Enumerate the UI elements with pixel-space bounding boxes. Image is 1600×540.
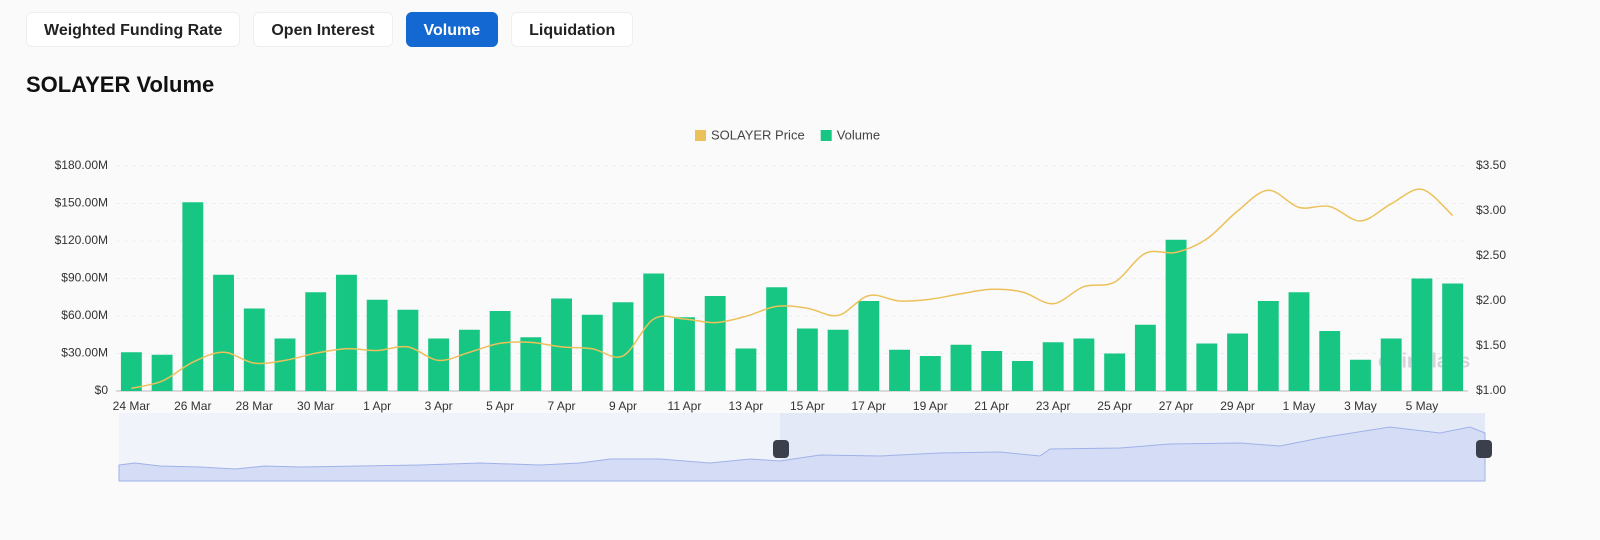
y2-tick-label: $1.50 [1476, 338, 1506, 352]
bar [827, 329, 849, 391]
y2-tick-label: $2.50 [1476, 248, 1506, 262]
bar [1442, 283, 1464, 391]
bar [1012, 361, 1033, 391]
legend-label: Volume [837, 127, 880, 142]
tab[interactable]: Volume [405, 12, 499, 47]
x-tick-label: 5 May [1406, 399, 1439, 413]
heading: SOLAYER Volume [26, 72, 215, 97]
x-tick-label: 25 Apr [1097, 399, 1132, 413]
bar [796, 328, 818, 391]
y2-tick-label: $3.50 [1476, 158, 1506, 172]
bar [950, 344, 972, 391]
bar [305, 292, 327, 391]
zoom-handle[interactable] [1476, 440, 1492, 458]
zoom-handle[interactable] [773, 440, 789, 458]
bar [336, 274, 357, 391]
bar [674, 317, 695, 391]
bar [981, 351, 1003, 391]
x-tick-label: 1 Apr [363, 399, 391, 413]
bar [1165, 239, 1187, 391]
x-tick-label: 29 Apr [1220, 399, 1255, 413]
bar [243, 308, 265, 391]
bar [858, 301, 880, 391]
y2-tick-label: $1.00 [1476, 383, 1506, 397]
y2-tick-label: $3.00 [1476, 203, 1506, 217]
tab[interactable]: Weighted Funding Rate [26, 12, 241, 47]
x-tick-label: 30 Mar [297, 399, 334, 413]
legend-swatch [820, 130, 832, 141]
x-tick-label: 3 May [1344, 399, 1377, 413]
bar [1196, 343, 1218, 391]
bar [151, 354, 173, 391]
bar [1319, 331, 1341, 391]
y-tick-label: $150.00M [55, 196, 108, 210]
legend-swatch [695, 130, 706, 141]
x-tick-label: 24 Mar [113, 399, 150, 413]
bar [551, 298, 572, 391]
bar [735, 348, 757, 391]
x-tick-label: 21 Apr [974, 399, 1009, 413]
bar [643, 273, 665, 391]
bar [213, 274, 234, 391]
price-line [131, 188, 1454, 390]
bar [919, 356, 941, 391]
bar [1350, 359, 1371, 391]
bar [1411, 278, 1433, 391]
x-tick-label: 17 Apr [851, 399, 886, 413]
y-tick-label: $120.00M [55, 233, 108, 247]
x-tick-label: 28 Mar [236, 399, 273, 413]
x-tick-label: 3 Apr [425, 399, 453, 413]
bar [274, 338, 296, 391]
bar [704, 296, 726, 391]
bar [366, 299, 388, 391]
bar [520, 337, 542, 391]
bar [889, 349, 910, 391]
x-tick-label: 9 Apr [609, 399, 637, 413]
y-tick-label: $180.00M [55, 158, 108, 172]
x-tick-label: 23 Apr [1036, 399, 1071, 413]
tab-bar: Weighted Funding Rate Open Interest Volume… [26, 12, 634, 47]
zoom-overview [118, 426, 1486, 482]
x-tick-label: 19 Apr [913, 399, 948, 413]
x-tick-label: 26 Mar [174, 399, 211, 413]
y-tick-label: $60.00M [61, 308, 108, 322]
bar [428, 338, 450, 391]
bar [1288, 292, 1310, 391]
bar [1227, 333, 1248, 391]
x-tick-label: 13 Apr [729, 399, 764, 413]
x-tick-label: 15 Apr [790, 399, 825, 413]
bar [766, 287, 788, 391]
tab[interactable]: Open Interest [253, 12, 393, 47]
bar [1073, 338, 1095, 391]
y-tick-label: $90.00M [61, 271, 108, 285]
x-tick-label: 5 Apr [486, 399, 514, 413]
bar [581, 314, 603, 391]
bar [1104, 353, 1126, 391]
bar [612, 302, 634, 391]
bar [1380, 338, 1402, 391]
x-tick-label: 27 Apr [1159, 399, 1194, 413]
bar [1042, 342, 1064, 391]
bar [1134, 324, 1156, 391]
x-tick-label: 1 May [1283, 399, 1316, 413]
tab[interactable]: Liquidation [511, 12, 634, 47]
x-tick-label: 11 Apr [668, 399, 702, 413]
bar [1257, 301, 1279, 391]
y-tick-label: $30.00M [61, 346, 108, 360]
y-tick-label: $0 [95, 383, 109, 397]
bar [182, 202, 204, 391]
x-tick-label: 7 Apr [548, 399, 576, 413]
bar [458, 329, 480, 391]
bar [397, 309, 419, 391]
bar [120, 352, 142, 391]
legend-label: SOLAYER Price [711, 127, 805, 142]
bar [489, 311, 511, 391]
y2-tick-label: $2.00 [1476, 293, 1506, 307]
